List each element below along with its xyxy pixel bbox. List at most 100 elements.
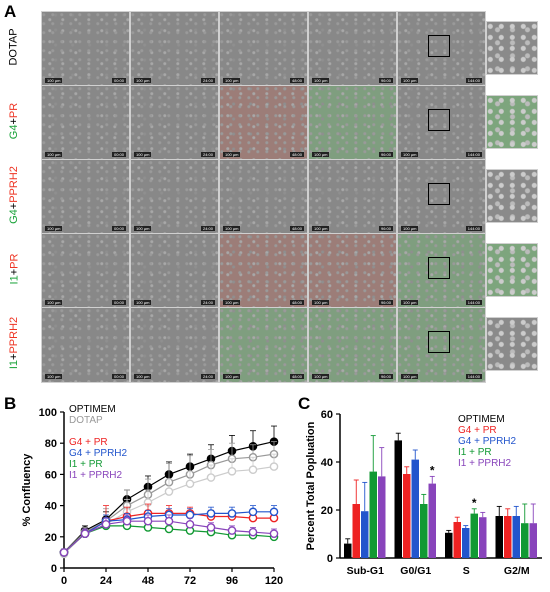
legend-entry: I1 + PR (69, 459, 103, 470)
legend-entry (69, 426, 127, 437)
micrograph-tile: 100 µm 00:00 (41, 307, 130, 383)
scale-bar-label: 100 µm (312, 78, 330, 83)
scale-bar-label: 100 µm (134, 300, 152, 305)
scale-bar-label: 100 µm (401, 152, 419, 157)
micrograph-tile: 100 µm 00:00 (41, 159, 130, 235)
legend-entry: G4 + PR (458, 425, 497, 436)
scale-bar-label: 100 µm (312, 300, 330, 305)
data-point (101, 520, 111, 529)
micrograph-tile: 100 µm 48:00 (219, 307, 308, 383)
row-label-part: I1 (8, 275, 20, 285)
data-point (269, 529, 279, 538)
data-point (185, 520, 195, 529)
confluency-chart: 020406080100024487296120Time (hr)% Confl… (21, 407, 283, 587)
y-tick-label: 60 (45, 469, 57, 481)
timestamp-label: 00:00 (111, 78, 126, 83)
data-point (164, 524, 174, 534)
scale-bar-label: 100 µm (45, 300, 63, 305)
bar (361, 511, 369, 558)
bar (462, 528, 470, 558)
scale-bar-label: 100 µm (45, 78, 63, 83)
timestamp-label: 48:00 (289, 226, 304, 231)
scale-bar-label: 100 µm (401, 226, 419, 231)
bar (428, 483, 436, 558)
row-label: DOTAP (4, 11, 24, 83)
row-label-part: + (8, 118, 20, 125)
legend-entry: I1 + PPRH2 (458, 458, 512, 469)
scale-bar-label: 100 µm (134, 78, 152, 83)
micrograph-tile: 100 µm 48:00 (219, 159, 308, 235)
scale-bar-label: 100 µm (312, 152, 330, 157)
timestamp-label: 144:00 (465, 78, 482, 83)
x-tick-label: 24 (100, 575, 113, 587)
panel-label-b: B (4, 394, 17, 413)
row-label: I1+PPRH2 (4, 307, 24, 379)
scale-bar-label: 100 µm (45, 374, 63, 379)
micrograph-tile: 100 µm 00:00 (41, 233, 130, 309)
zoom-inset (486, 169, 538, 223)
panel-label-a: A (4, 2, 17, 21)
data-point (248, 527, 258, 537)
data-point (143, 516, 153, 526)
timestamp-label: 00:00 (111, 374, 126, 379)
data-point (206, 509, 216, 518)
timestamp-label: 96:00 (378, 78, 393, 83)
cell-cycle-legend: OPTIMEM G4 + PR G4 + PPRH2 I1 + PR I1 + PPRH… (458, 414, 516, 469)
micrograph-tile: 100 µm 24:00 (130, 11, 219, 87)
timestamp-label: 48:00 (289, 300, 304, 305)
bar (411, 459, 419, 558)
micrograph-tile: 100 µm 96:00 (308, 85, 397, 161)
zoom-region-box (428, 183, 450, 205)
micrograph-tile: 100 µm 144:00 (397, 307, 486, 383)
micrograph-tile: 100 µm 144:00 (397, 85, 486, 161)
bar (479, 517, 487, 558)
micrograph-tile: 100 µm 96:00 (308, 159, 397, 235)
y-axis-title: Percent Total Popluation (305, 421, 317, 550)
y-axis-title: % Confluency (21, 453, 33, 527)
series-group (59, 514, 279, 557)
timestamp-label: 24:00 (200, 78, 215, 83)
scale-bar-label: 100 µm (223, 226, 241, 231)
timestamp-label: 00:00 (111, 226, 126, 231)
timestamp-label: 24:00 (200, 152, 215, 157)
zoom-region-box (428, 109, 450, 131)
category-label: G0/G1 (400, 565, 431, 577)
x-tick-label: 48 (142, 575, 154, 587)
row-label-text: G4+PR (8, 103, 20, 139)
row-label-text: I1+PPRH2 (8, 317, 20, 369)
y-tick-label: 0 (51, 563, 57, 575)
legend-entry: I1 + PR (458, 447, 492, 458)
bar (512, 516, 520, 558)
timestamp-label: 96:00 (378, 152, 393, 157)
bar (352, 504, 360, 558)
timestamp-label: 144:00 (465, 374, 482, 379)
row-label-part: + (8, 202, 20, 210)
timestamp-label: 00:00 (111, 152, 126, 157)
timestamp-label: 00:00 (111, 300, 126, 305)
row-label-part: + (8, 353, 20, 360)
bar (394, 440, 402, 558)
zoom-inset (486, 317, 538, 371)
data-point (248, 465, 258, 475)
scale-bar-label: 100 µm (134, 374, 152, 379)
timestamp-label: 144:00 (465, 226, 482, 231)
y-tick-label: 60 (321, 409, 333, 421)
scale-bar-label: 100 µm (223, 374, 241, 379)
bar (344, 543, 352, 558)
timestamp-label: 24:00 (200, 300, 215, 305)
row-label-text: G4+PPRH2 (8, 166, 20, 224)
micrograph-tile: 100 µm 96:00 (308, 307, 397, 383)
micrograph-tile: 100 µm 00:00 (41, 85, 130, 161)
significance-marker: * (472, 496, 477, 510)
zoom-inset (486, 21, 538, 75)
scale-bar-label: 100 µm (312, 226, 330, 231)
timestamp-label: 48:00 (289, 78, 304, 83)
x-tick-label: 72 (184, 575, 196, 587)
micrograph-tile: 100 µm 144:00 (397, 233, 486, 309)
category-label: G2/M (504, 565, 530, 577)
data-point (206, 523, 216, 532)
micrograph-tile: 100 µm 24:00 (130, 233, 219, 309)
bar (453, 522, 461, 558)
y-tick-label: 20 (45, 532, 57, 544)
data-point (227, 526, 237, 535)
